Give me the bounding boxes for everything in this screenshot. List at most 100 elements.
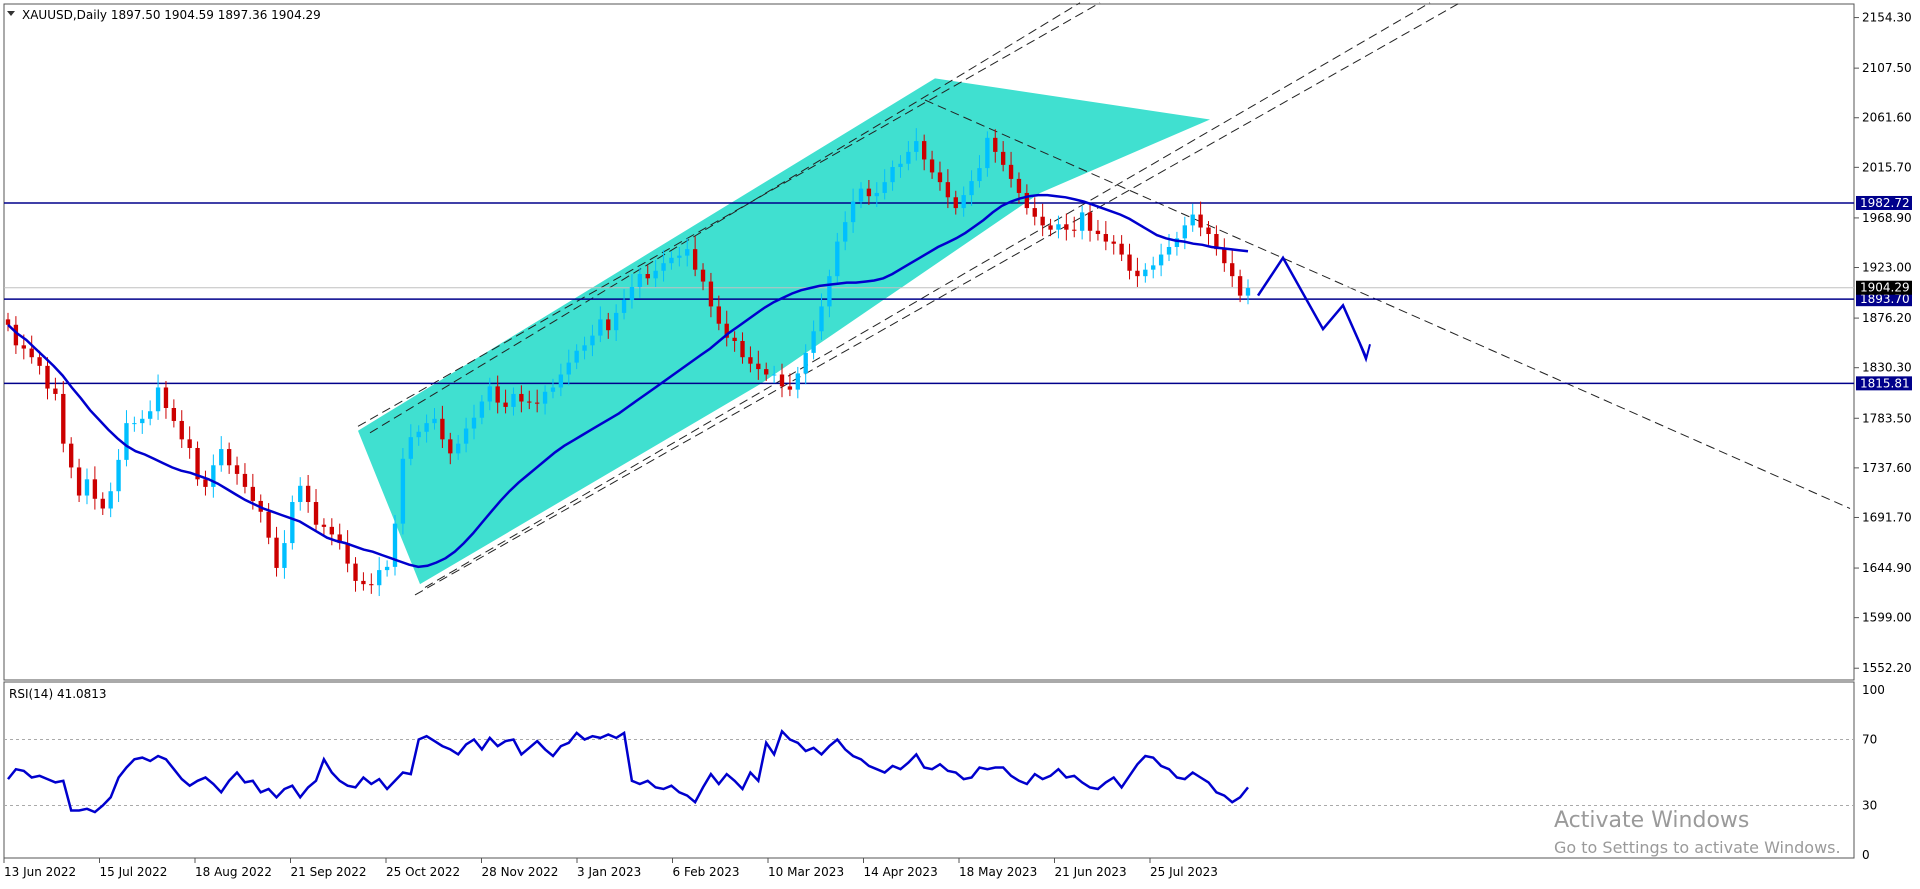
candle-body [1222, 249, 1227, 264]
candle-body [416, 431, 421, 438]
candle-body [582, 345, 587, 351]
rsi-axis-label: 70 [1862, 733, 1877, 747]
time-axis: 13 Jun 2022 15 Jul 2022 18 Aug 2022 21 Sep … [3, 858, 1218, 879]
price-tick-label: 1552.20 [1862, 661, 1912, 675]
candle-body [448, 439, 453, 454]
candle-body [685, 249, 690, 256]
candle-body [527, 401, 532, 403]
rsi-panel-frame [3, 681, 1855, 859]
price-tick-label: 2154.30 [1862, 11, 1912, 25]
price-tick-label: 1783.50 [1862, 411, 1912, 425]
candle-body [1024, 192, 1030, 209]
candle-body [1127, 254, 1132, 271]
candle-body [898, 163, 903, 168]
candle-body [677, 255, 682, 258]
candle-body [566, 362, 571, 375]
rsi-axis-label: 0 [1862, 848, 1870, 862]
candle-body [1072, 229, 1077, 231]
header-dropdown-icon[interactable] [7, 11, 15, 16]
candle-body [843, 222, 848, 242]
candle-body [45, 365, 50, 389]
channel-layer [357, 2, 1851, 596]
candle-body [574, 350, 579, 363]
rsi-axis-label: 100 [1862, 683, 1885, 697]
candle-body [124, 423, 129, 460]
candle-body [858, 188, 864, 202]
candle-body [171, 408, 177, 421]
candle-body [953, 197, 958, 209]
candle-body [463, 428, 469, 444]
candle-body [1095, 230, 1101, 235]
candle-body [298, 485, 303, 503]
candle-body [756, 363, 761, 370]
candle-body [1214, 234, 1219, 250]
candle-body [266, 511, 271, 538]
channel-lower-dashed-line [414, 2, 1461, 596]
candle-body [195, 447, 200, 480]
descending-trendline [924, 99, 1851, 509]
candle-body [234, 465, 240, 474]
candle-body [558, 374, 564, 388]
candle-body [1206, 227, 1211, 235]
candle-body [779, 374, 785, 387]
candle-body [629, 286, 635, 300]
activate-windows-title: Activate Windows [1554, 808, 1749, 833]
candle-body [132, 423, 137, 425]
forecast-arrow-icon [1359, 343, 1371, 363]
candle-body [598, 319, 603, 336]
time-tick-label: 18 May 2023 [959, 865, 1037, 879]
candle-body [61, 393, 66, 444]
candle-body [321, 524, 327, 527]
channel-lower-inner-dashed-line [424, 2, 1431, 588]
candle-body [550, 387, 556, 392]
candle-body [495, 386, 500, 403]
candle-body [408, 437, 413, 459]
price-tick-label: 2061.60 [1862, 111, 1912, 125]
price-tick-label: 1644.90 [1862, 561, 1912, 575]
level-lines-layer [4, 202, 1854, 385]
candle-body [732, 337, 737, 341]
candle-body [669, 257, 674, 264]
candle-body [929, 159, 935, 173]
time-tick-label: 15 Jul 2022 [100, 865, 168, 879]
candle-body [1143, 269, 1148, 277]
candle-body [542, 391, 548, 404]
candle-body [969, 181, 974, 196]
time-tick-label: 13 Jun 2022 [4, 865, 76, 879]
candle-body [748, 357, 753, 364]
time-tick-label: 18 Aug 2022 [195, 865, 272, 879]
candle-body [155, 387, 161, 412]
candle-body [724, 323, 729, 338]
candle-body [440, 418, 445, 440]
candle-body [1040, 216, 1045, 226]
candle-body [479, 401, 485, 418]
symbol-header: XAUUSD,Daily 1897.50 1904.59 1897.36 190… [22, 8, 321, 22]
level-price-label: 1982.72 [1860, 196, 1910, 210]
candle-body [1237, 276, 1243, 296]
candle-body [179, 420, 184, 440]
candle-body [1048, 225, 1053, 230]
candle-body [1230, 263, 1235, 277]
candle-body [661, 263, 666, 271]
candle-body [353, 563, 358, 581]
candle-body [1158, 254, 1164, 266]
candle-body [1135, 270, 1140, 277]
candle-body [29, 348, 34, 358]
candle-body [5, 319, 11, 325]
time-tick-label: 6 Feb 2023 [673, 865, 740, 879]
candle-body [471, 417, 477, 429]
candle-body [432, 418, 437, 424]
candle-body [84, 479, 90, 496]
price-tick-label: 2107.50 [1862, 61, 1912, 75]
candle-body [866, 188, 872, 197]
time-tick-label: 10 Mar 2023 [768, 865, 844, 879]
candle-body [1166, 246, 1172, 255]
candle-body [795, 373, 800, 390]
candle-body [282, 543, 287, 568]
rsi-layer: 100 70 30 0 [4, 683, 1885, 862]
moving-average-line [7, 193, 1249, 569]
candle-body [771, 374, 777, 376]
candle-body [764, 369, 769, 375]
candle-body [811, 331, 816, 353]
